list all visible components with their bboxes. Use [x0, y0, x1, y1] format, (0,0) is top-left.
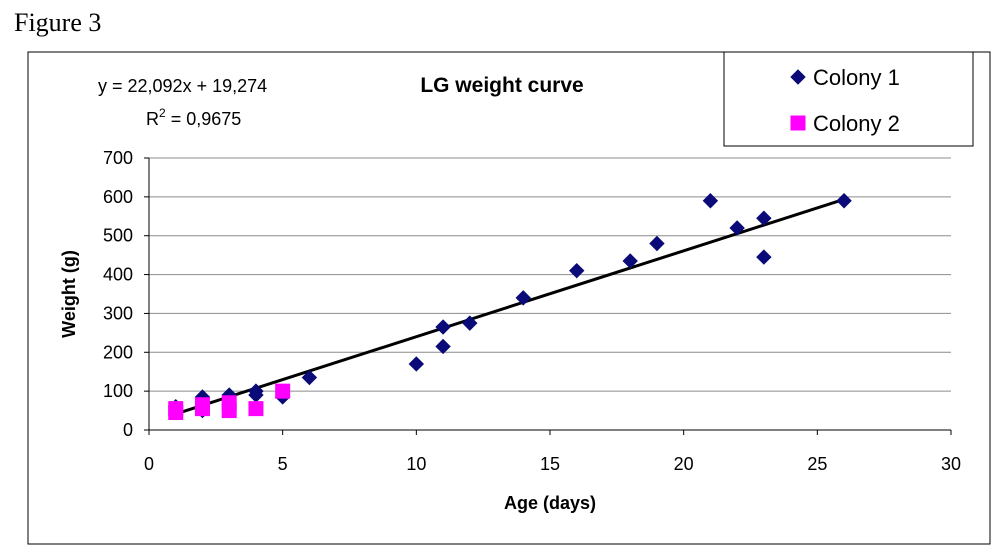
y-tick-label: 400 [103, 265, 133, 285]
legend-marker-series-2 [790, 115, 806, 131]
y-tick-label: 600 [103, 187, 133, 207]
y-tick-label: 700 [103, 148, 133, 168]
data-point-series-1 [515, 290, 531, 306]
legend: Colony 1 Colony 2 [723, 51, 974, 147]
data-point-series-1 [435, 338, 451, 355]
r2-value: = 0,9675 [166, 109, 242, 129]
trendline-equation: y = 22,092x + 19,274 [98, 76, 267, 96]
data-point-series-1 [702, 193, 719, 209]
trendline-r2: R2 = 0,9675 [146, 106, 241, 129]
r2-label: R [146, 109, 159, 129]
data-point-series-1 [435, 319, 451, 335]
data-point-series-2 [275, 383, 291, 399]
x-tick-label: 20 [674, 454, 694, 474]
data-point-series-1 [836, 193, 852, 209]
legend-marker-series-1 [790, 69, 806, 85]
data-point-series-1 [301, 369, 318, 386]
y-ticks: 0 100 200 300 400 500 600 700 [103, 148, 149, 440]
x-tick-label: 15 [540, 454, 560, 474]
legend-label-series-2: Colony 2 [813, 111, 900, 136]
data-point-series-1 [756, 249, 772, 265]
x-tick-label: 30 [941, 454, 961, 474]
data-point-series-2 [168, 405, 184, 421]
data-point-series-2 [221, 403, 237, 419]
x-ticks: 0 5 10 15 20 25 30 [144, 430, 961, 474]
legend-box [723, 51, 974, 147]
legend-label-series-1: Colony 1 [813, 65, 900, 90]
data-point-series-1 [756, 210, 772, 226]
gridlines [149, 157, 951, 392]
figure-label: Figure 3 [14, 8, 102, 37]
x-tick-label: 10 [406, 454, 426, 474]
y-axis-title: Weight (g) [59, 250, 79, 338]
data-point-series-1 [569, 262, 585, 279]
trendline [175, 197, 845, 416]
chart-title: LG weight curve [420, 74, 583, 97]
y-tick-label: 200 [103, 342, 133, 362]
data-point-series-1 [622, 253, 638, 269]
y-tick-label: 0 [123, 420, 133, 440]
data-markers [168, 193, 852, 421]
y-tick-label: 100 [103, 381, 133, 401]
data-point-series-2 [194, 401, 210, 417]
r2-exponent: 2 [159, 106, 166, 120]
y-tick-label: 500 [103, 226, 133, 246]
data-point-series-2 [248, 401, 264, 417]
x-tick-label: 0 [144, 454, 154, 474]
y-tick-label: 300 [103, 303, 133, 323]
x-tick-label: 5 [278, 454, 288, 474]
data-point-series-1 [649, 235, 665, 252]
data-point-series-1 [408, 356, 425, 372]
x-axis-title: Age (days) [504, 493, 596, 513]
x-tick-label: 25 [807, 454, 827, 474]
data-point-series-1 [462, 315, 478, 331]
data-point-series-1 [729, 220, 745, 236]
